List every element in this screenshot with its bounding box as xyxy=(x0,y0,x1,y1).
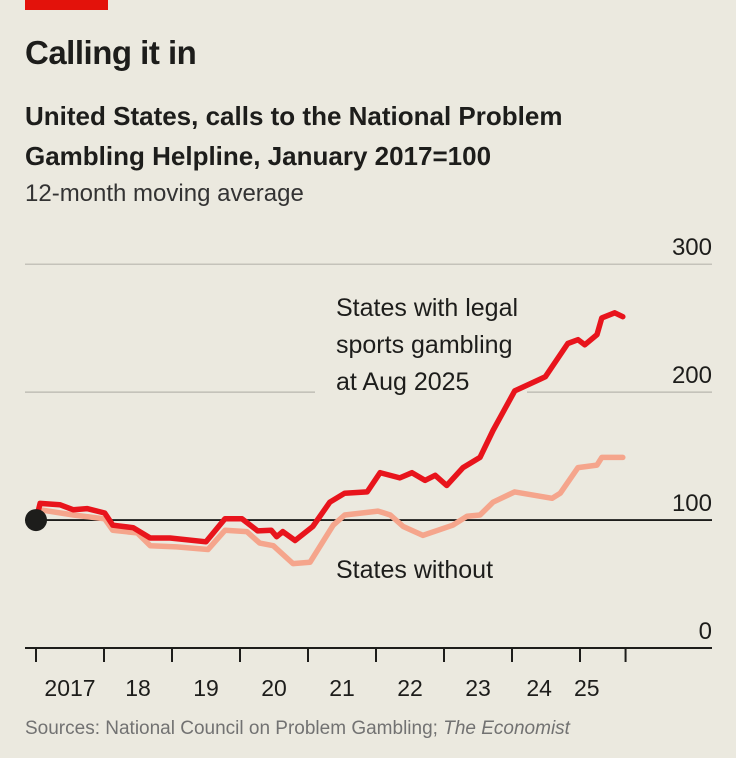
y-tick-label: 0 xyxy=(699,618,712,645)
source-text: Sources: National Council on Problem Gam… xyxy=(25,718,444,739)
series-line-legal xyxy=(33,310,626,545)
brand-accent-bar xyxy=(25,0,108,10)
annotation-without: States without xyxy=(336,556,493,584)
chart-subtitle: United States, calls to the National Pro… xyxy=(25,101,563,171)
annotation-legal: States with legal xyxy=(336,294,518,322)
x-tick-label: 18 xyxy=(125,675,151,701)
x-tick-label: 21 xyxy=(329,675,355,701)
y-tick-label: 100 xyxy=(672,490,712,517)
x-tick-label: 20 xyxy=(261,675,287,701)
y-tick-label: 300 xyxy=(672,234,712,261)
annotation-legal: sports gambling xyxy=(336,331,512,359)
y-tick-label: 200 xyxy=(672,362,712,389)
source-publication: The Economist xyxy=(443,718,570,739)
x-tick-label: 2017 xyxy=(44,675,95,701)
x-tick-label: 23 xyxy=(465,675,491,701)
source-note: Sources: National Council on Problem Gam… xyxy=(25,718,570,740)
chart-title: Calling it in xyxy=(25,34,197,71)
x-tick-label: 24 xyxy=(526,675,552,701)
chart-note: 12-month moving average xyxy=(25,180,304,207)
baseline-start-dot xyxy=(25,509,47,532)
x-tick-label: 22 xyxy=(397,675,423,701)
x-tick-label: 25 xyxy=(574,675,600,701)
series-line-without xyxy=(33,454,626,567)
x-tick-label: 19 xyxy=(193,675,219,701)
annotation-legal: at Aug 2025 xyxy=(336,368,469,396)
